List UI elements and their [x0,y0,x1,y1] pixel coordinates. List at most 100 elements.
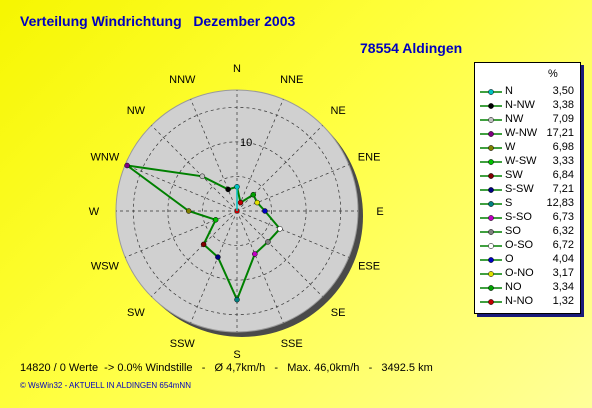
legend-value: 12,83 [546,197,574,209]
legend-marker-icon [480,173,502,179]
data-point-ne [250,191,257,198]
direction-label-nw: NW [127,105,146,117]
grid-spoke-ese [236,210,349,258]
legend-value: 3,33 [552,155,574,167]
legend-value: 6,72 [552,239,574,251]
data-point-wnw [124,162,130,169]
legend-marker-icon [480,187,502,193]
legend-label: SO [505,225,521,237]
direction-label-ese: ESE [358,261,380,273]
data-point-s [234,296,240,303]
legend-item: O-SO 6,72 [475,239,580,253]
legend-item: W-SW 3,33 [475,155,580,169]
legend-marker-icon [480,201,502,207]
direction-label-nne: NNE [280,74,303,86]
legend-marker-icon [480,103,502,109]
legend-marker-icon [480,299,502,305]
legend-label: S-SO [505,211,532,223]
legend-label: S-SW [505,183,534,195]
grid-spoke-sw [151,210,238,297]
direction-label-ne: NE [330,105,345,117]
legend-label: W-SW [505,155,537,167]
legend-item: NW 7,09 [475,113,580,127]
grid-spoke-nnw [190,99,238,212]
legend-label: W-NW [505,127,538,139]
grid-ring-2 [167,141,307,281]
credit-line: © WsWin32 - AKTUELL IN ALDINGEN 654mNN [20,381,191,390]
legend-value: 3,17 [552,267,574,279]
legend-label: N-NW [505,99,535,111]
legend-item: SO 6,32 [475,225,580,239]
legend-value: 1,32 [552,295,574,307]
legend-item: S-SW 7,21 [475,183,580,197]
direction-label-w: W [89,206,100,218]
legend-label: O-NO [505,267,534,279]
legend-item: N-NO 1,32 [475,295,580,309]
data-point-nnw [225,186,231,193]
statistics-line: 14820 / 0 Werte -> 0.0% Windstille - Ø 4… [20,362,433,374]
direction-label-wnw: WNW [91,151,120,163]
legend-value: 3,50 [552,85,574,97]
wind-rose-chart: N NNE NE ENE E ESE SE SSE S SSW SW WSW W WNW NW NNW 10 [89,63,384,360]
grid-spoke-nne [236,99,284,212]
legend-item: SW 6,84 [475,169,580,183]
legend-label: NO [505,281,522,293]
legend-marker-icon [480,257,502,263]
chart-title: Verteilung Windrichtung Dezember 2003 [20,13,296,29]
direction-label-n: N [233,63,241,75]
grid-spoke-se [236,210,323,297]
data-point-sw [200,241,207,248]
legend-marker-icon [480,89,502,95]
legend-value: 7,09 [552,113,574,125]
legend-value: 6,32 [552,225,574,237]
legend-unit: % [548,68,558,80]
data-point-ese [277,226,283,232]
legend-item: N-NW 3,38 [475,99,580,113]
legend-marker-icon [480,159,502,165]
direction-label-sw: SW [127,307,145,319]
legend-item: NO 3,34 [475,281,580,295]
legend-label: SW [505,169,523,181]
direction-label-wsw: WSW [91,261,120,273]
grid-spoke-wnw [125,164,238,212]
direction-label-s: S [233,349,240,360]
legend-marker-icon [480,243,502,249]
legend-label: NW [505,113,524,125]
legend-item: W-NW 17,21 [475,127,580,141]
legend-marker-icon [480,215,502,221]
direction-label-e: E [376,206,383,218]
legend-value: 7,21 [552,183,574,195]
data-point-nw [199,173,206,180]
data-point-sse [252,251,258,257]
legend-label: N-NO [505,295,534,307]
legend-marker-icon [480,117,502,123]
legend-value: 6,73 [552,211,574,223]
legend-marker-icon [480,131,502,137]
grid-spoke-nw [151,125,238,212]
data-point-se [265,239,271,245]
direction-label-sse: SSE [281,338,303,350]
legend-label: O [505,253,514,265]
grid-spoke-ssw [190,210,238,323]
legend-label: O-SO [505,239,534,251]
legend-item: O-NO 3,17 [475,267,580,281]
legend-value: 6,98 [552,141,574,153]
legend-value: 3,34 [552,281,574,293]
legend-item: O 4,04 [475,253,580,267]
legend-item: W 6,98 [475,141,580,155]
legend-marker-icon [480,145,502,151]
ring-value-label: 10 [240,137,252,149]
grid-ring-1 [202,176,272,246]
data-point-ssw [215,254,221,260]
legend-label: N [505,85,513,97]
direction-label-ene: ENE [358,151,381,163]
data-point-wsw [212,217,219,223]
legend-item: S-SO 6,73 [475,211,580,225]
legend-marker-icon [480,271,502,277]
legend-value: 17,21 [546,127,574,139]
legend-label: S [505,197,513,209]
data-point-nne [237,199,244,206]
data-point-e [262,208,268,214]
grid-spoke-sse [236,210,284,323]
data-point-ene [254,199,260,206]
